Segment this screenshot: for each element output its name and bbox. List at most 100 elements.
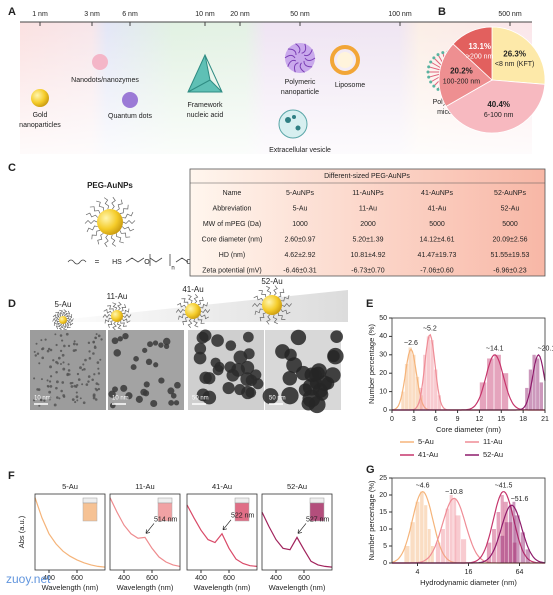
peg-ligand	[104, 317, 112, 324]
pie-value-label: 26.3%	[503, 49, 526, 58]
plot-frame	[391, 317, 546, 411]
x-tick-label: 400	[43, 575, 55, 582]
table-cell: 1000	[292, 221, 308, 228]
x-tick-label: 600	[146, 575, 158, 582]
hist-bar	[500, 495, 504, 563]
hist-bar	[455, 515, 461, 563]
tem-particle	[34, 354, 37, 357]
item-label: Extracellular vesicle	[269, 147, 331, 154]
hist-bar	[408, 347, 412, 410]
peg-ligand	[66, 321, 74, 326]
x-tick-label: 400	[195, 575, 207, 582]
tem-particle	[58, 397, 61, 400]
gold-core	[97, 209, 123, 235]
peg-ligand	[122, 318, 131, 324]
gold-core	[111, 310, 123, 322]
peg-ligand	[178, 313, 186, 320]
table-cell: 5000	[502, 221, 518, 228]
peak-label: ~41.5	[495, 482, 513, 489]
tem-particle	[142, 347, 148, 353]
tem-particle	[37, 388, 41, 392]
peg-ligand	[107, 320, 114, 328]
peg-ligand	[120, 304, 127, 312]
tem-particle	[97, 334, 101, 338]
peg-ligand	[116, 321, 122, 330]
legend-label: 41-Au	[418, 450, 438, 459]
repeat-bracket	[149, 254, 171, 266]
tem-particle	[147, 341, 154, 348]
tem-particle	[39, 398, 43, 402]
tem-particle	[91, 378, 94, 381]
hist-bar	[525, 549, 530, 563]
tem-particle	[54, 333, 57, 336]
vial-cap	[157, 497, 173, 504]
tem-particle	[61, 339, 64, 342]
legend-label: 52-Au	[483, 450, 503, 459]
micelle-head	[426, 70, 430, 74]
tem-particle	[199, 371, 212, 384]
wavy-line	[67, 259, 87, 265]
item-label: Nanodots/nanozymes	[71, 77, 139, 84]
hist-bar	[501, 373, 509, 410]
peg-ligand	[91, 230, 101, 240]
tem-particle	[79, 397, 82, 400]
tem-particle	[88, 357, 92, 360]
item-label: Gold	[33, 112, 48, 119]
peg-ligand	[62, 323, 67, 331]
tem-particle	[243, 348, 255, 360]
tem-particle	[245, 387, 257, 398]
peak-label: ~51.6	[511, 496, 529, 503]
y-tick-label: 15	[379, 509, 387, 516]
hist-bar	[453, 498, 457, 563]
panel-label: C	[8, 162, 16, 174]
tem-particle	[85, 383, 89, 386]
hist-bar	[508, 505, 512, 563]
tem-particle	[61, 381, 65, 384]
y-tick-label: 25	[379, 475, 387, 482]
tem-particle	[97, 383, 100, 386]
micelle-head	[429, 80, 433, 84]
pie-slice	[445, 79, 546, 134]
pie-category-label: 6-100 nm	[484, 112, 514, 119]
tem-particle	[97, 367, 100, 370]
y-tick-label: 40	[379, 333, 387, 340]
annotation: 514 nm	[154, 516, 178, 523]
item-label: nanoparticle	[281, 89, 319, 96]
subplot-title: 41-Au	[212, 482, 232, 491]
tem-particle	[111, 337, 119, 345]
tem-particle	[77, 378, 81, 381]
subplot-title: 11-Au	[135, 482, 154, 491]
formula-text: =	[95, 257, 100, 266]
tem-particle	[38, 404, 41, 407]
peg-ligand	[112, 321, 117, 331]
panel-label: F	[8, 470, 15, 482]
panel-label: B	[438, 6, 446, 18]
vial	[157, 502, 173, 522]
tem-particle	[79, 366, 82, 370]
scale-label: 50 nm	[290, 11, 310, 18]
plot-frame	[34, 493, 106, 571]
peg-ligand	[277, 312, 286, 320]
tem-particle	[222, 382, 235, 395]
pie-category-label: 100-200 nm	[443, 78, 481, 85]
hist-bar	[430, 340, 434, 410]
tem-particle	[117, 336, 123, 342]
peg-ligand	[58, 323, 64, 331]
spectrum-line	[261, 511, 333, 568]
tem-particle	[143, 381, 150, 388]
table-cell: 2.60±0.97	[284, 236, 315, 243]
peg-ligand	[62, 309, 68, 317]
tem-particle	[33, 377, 36, 380]
scale-label: 500 nm	[498, 11, 522, 18]
peg-ligand	[187, 318, 193, 328]
tem-particle	[330, 330, 343, 344]
tem-particle	[245, 374, 258, 387]
vial	[309, 502, 325, 522]
subplot-title: 52-Au	[287, 482, 307, 491]
vial	[234, 502, 250, 522]
peg-ligand	[107, 305, 114, 312]
legend-label: 11-Au	[483, 437, 502, 446]
tem-particle	[282, 370, 298, 386]
tem-particle	[40, 378, 43, 381]
table-cell: -6.96±0.23	[493, 267, 527, 274]
